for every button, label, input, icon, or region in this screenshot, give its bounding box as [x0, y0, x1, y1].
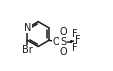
- Text: S: S: [60, 37, 66, 47]
- Text: O: O: [59, 47, 66, 57]
- Text: N: N: [24, 23, 31, 33]
- Text: F: F: [71, 29, 77, 39]
- Text: O: O: [52, 37, 59, 47]
- Text: Br: Br: [22, 45, 33, 55]
- Text: F: F: [71, 43, 77, 53]
- Text: F: F: [74, 35, 79, 45]
- Text: O: O: [59, 27, 66, 37]
